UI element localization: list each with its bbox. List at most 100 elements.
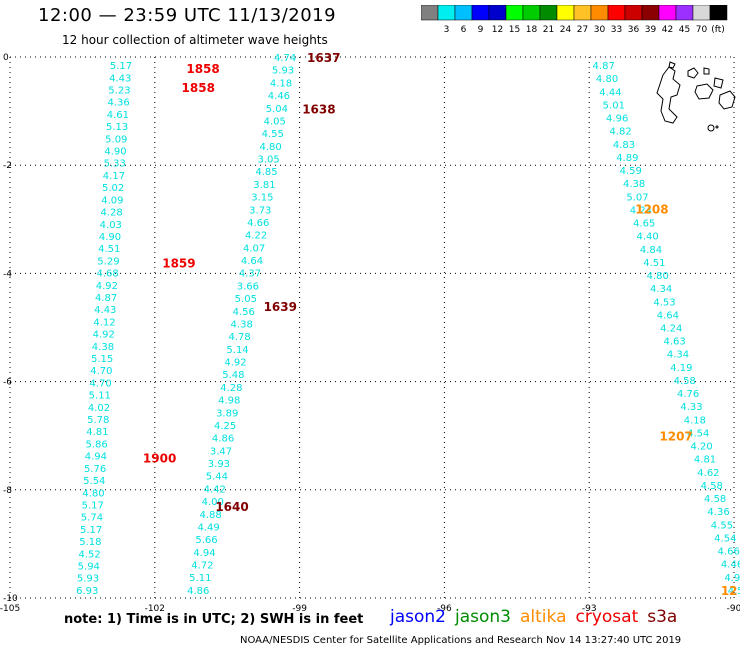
legend-jason2: jason2 bbox=[390, 607, 446, 627]
pass-time-label: 1208 bbox=[635, 202, 668, 216]
wave-height-label: 4.68 bbox=[97, 269, 119, 280]
wave-height-label: 4.90 bbox=[104, 147, 126, 158]
island-outline bbox=[668, 61, 676, 69]
wave-height-label: 5.93 bbox=[272, 66, 294, 77]
wave-height-label: 4.46 bbox=[268, 91, 290, 102]
wave-height-label: 4.38 bbox=[231, 319, 253, 330]
wave-height-label: 4.65 bbox=[633, 219, 655, 230]
wave-height-label: 4.38 bbox=[92, 342, 114, 353]
wave-height-label: 4.76 bbox=[677, 389, 699, 400]
wave-height-label: 5.29 bbox=[97, 256, 119, 267]
x-tick-label: -90 bbox=[727, 604, 740, 612]
wave-height-label: 4.72 bbox=[191, 561, 213, 572]
wave-height-label: 4.02 bbox=[88, 403, 110, 414]
island-outline bbox=[703, 67, 710, 75]
wave-height-label: 5.48 bbox=[222, 370, 244, 381]
wave-height-label: 4.70 bbox=[90, 366, 112, 377]
credit-line: NOAA/NESDIS Center for Satellite Applica… bbox=[240, 635, 682, 646]
wave-height-label: 5.01 bbox=[603, 100, 625, 111]
colorbar-label: 45 bbox=[679, 25, 690, 35]
y-tick-label: 0 bbox=[3, 53, 9, 63]
wave-height-label: 6.93 bbox=[76, 586, 98, 597]
wave-height-label: 5.33 bbox=[104, 159, 126, 170]
y-tick-label: -2 bbox=[3, 161, 12, 171]
wave-height-label: 4.64 bbox=[657, 310, 679, 321]
wave-height-label: 4.96 bbox=[606, 114, 628, 125]
wave-height-label: 4.18 bbox=[270, 78, 292, 89]
wave-height-label: 4.78 bbox=[228, 332, 250, 343]
colorbar-label: 42 bbox=[662, 25, 673, 35]
wave-height-label: 4.83 bbox=[613, 140, 635, 151]
x-tick-label: -96 bbox=[437, 604, 452, 612]
wave-height-label: 4.66 bbox=[718, 547, 740, 558]
wave-height-label: 4.20 bbox=[691, 442, 713, 453]
wave-height-label: 4.52 bbox=[78, 549, 100, 560]
wave-height-label: 4.94 bbox=[193, 548, 215, 559]
island-outline bbox=[715, 125, 719, 129]
wave-height-label: 4.92 bbox=[224, 358, 246, 369]
wave-height-label: 5.76 bbox=[84, 464, 106, 475]
wave-height-label: 5.17 bbox=[80, 525, 102, 536]
wave-height-label: 5.66 bbox=[195, 535, 217, 546]
wave-height-label: 4.81 bbox=[86, 427, 108, 438]
wave-height-label: 4.05 bbox=[264, 116, 286, 127]
wave-height-label: 5.17 bbox=[110, 61, 132, 72]
colorbar-label: 39 bbox=[645, 25, 657, 35]
wave-height-label: 4.40 bbox=[636, 232, 658, 243]
wave-height-label: 4.49 bbox=[197, 522, 219, 533]
wave-height-label: 4.28 bbox=[100, 208, 122, 219]
pass-time-label: 1637 bbox=[307, 51, 340, 65]
wave-height-label: 4.56 bbox=[233, 307, 255, 318]
wave-height-label: 4.46 bbox=[721, 560, 740, 571]
wave-height-label: 4.55 bbox=[711, 520, 733, 531]
pass-time-label: 1858 bbox=[182, 81, 215, 95]
wave-height-label: 4.58 bbox=[674, 376, 696, 387]
wave-height-label: 4.82 bbox=[609, 127, 631, 138]
wave-height-label: 4.09 bbox=[101, 195, 123, 206]
colorbar-label: 12 bbox=[492, 25, 503, 35]
wave-height-label: 5.04 bbox=[266, 104, 288, 115]
wave-height-label: 4.18 bbox=[684, 415, 706, 426]
wave-height-label: 4.38 bbox=[623, 179, 645, 190]
wave-height-label: 3.93 bbox=[208, 459, 230, 470]
wave-height-label: 5.86 bbox=[86, 439, 108, 450]
wave-height-label: 4.94 bbox=[85, 452, 107, 463]
colorbar-label: 6 bbox=[461, 25, 467, 35]
wave-height-label: 4.24 bbox=[660, 324, 682, 335]
wave-height-label: 4.42 bbox=[204, 484, 226, 495]
wave-height-label: 5.07 bbox=[626, 192, 648, 203]
wave-height-label: 4.98 bbox=[218, 396, 240, 407]
wave-height-label: 4.51 bbox=[98, 244, 120, 255]
wave-height-label: 4.43 bbox=[94, 305, 116, 316]
wave-height-label: 5.44 bbox=[206, 472, 228, 483]
wave-height-label: 4.63 bbox=[663, 337, 685, 348]
pass-time-label: 1638 bbox=[302, 102, 335, 116]
wave-height-label: 4.92 bbox=[96, 281, 118, 292]
wave-height-label: 4.07 bbox=[243, 243, 265, 254]
wave-height-label: 4.86 bbox=[187, 586, 209, 597]
wave-height-label: 5.18 bbox=[79, 537, 101, 548]
wave-height-label: 3.89 bbox=[216, 408, 238, 419]
wave-height-label: 4.58 bbox=[704, 494, 726, 505]
x-tick-label: -105 bbox=[0, 604, 20, 612]
pass-time-label: 1207 bbox=[659, 430, 692, 444]
wave-height-label: 4.54 bbox=[714, 533, 736, 544]
pass-time-label: 12 bbox=[721, 584, 738, 598]
x-tick-label: -99 bbox=[292, 604, 307, 612]
wave-height-label: 4.22 bbox=[245, 231, 267, 242]
wave-height-label: 5.23 bbox=[108, 86, 130, 97]
colorbar-label: 30 bbox=[594, 25, 606, 35]
wave-height-label: 4.03 bbox=[100, 220, 122, 231]
wave-height-label: 5.15 bbox=[91, 354, 113, 365]
page-subtitle: 12 hour collection of altimeter wave hei… bbox=[62, 33, 328, 47]
pass-time-label: 1900 bbox=[143, 451, 176, 465]
island-isabela bbox=[656, 66, 681, 124]
wave-height-label: 4.80 bbox=[647, 271, 669, 282]
wave-height-label: 4.36 bbox=[108, 98, 130, 109]
wave-height-label: 4.53 bbox=[653, 297, 675, 308]
colorbar-label: 70 bbox=[696, 25, 708, 35]
wave-height-label: 3.66 bbox=[237, 281, 259, 292]
wave-height-label: 5.11 bbox=[189, 573, 211, 584]
wave-height-label: 4.90 bbox=[99, 232, 121, 243]
wave-height-label: 4.37 bbox=[239, 269, 261, 280]
